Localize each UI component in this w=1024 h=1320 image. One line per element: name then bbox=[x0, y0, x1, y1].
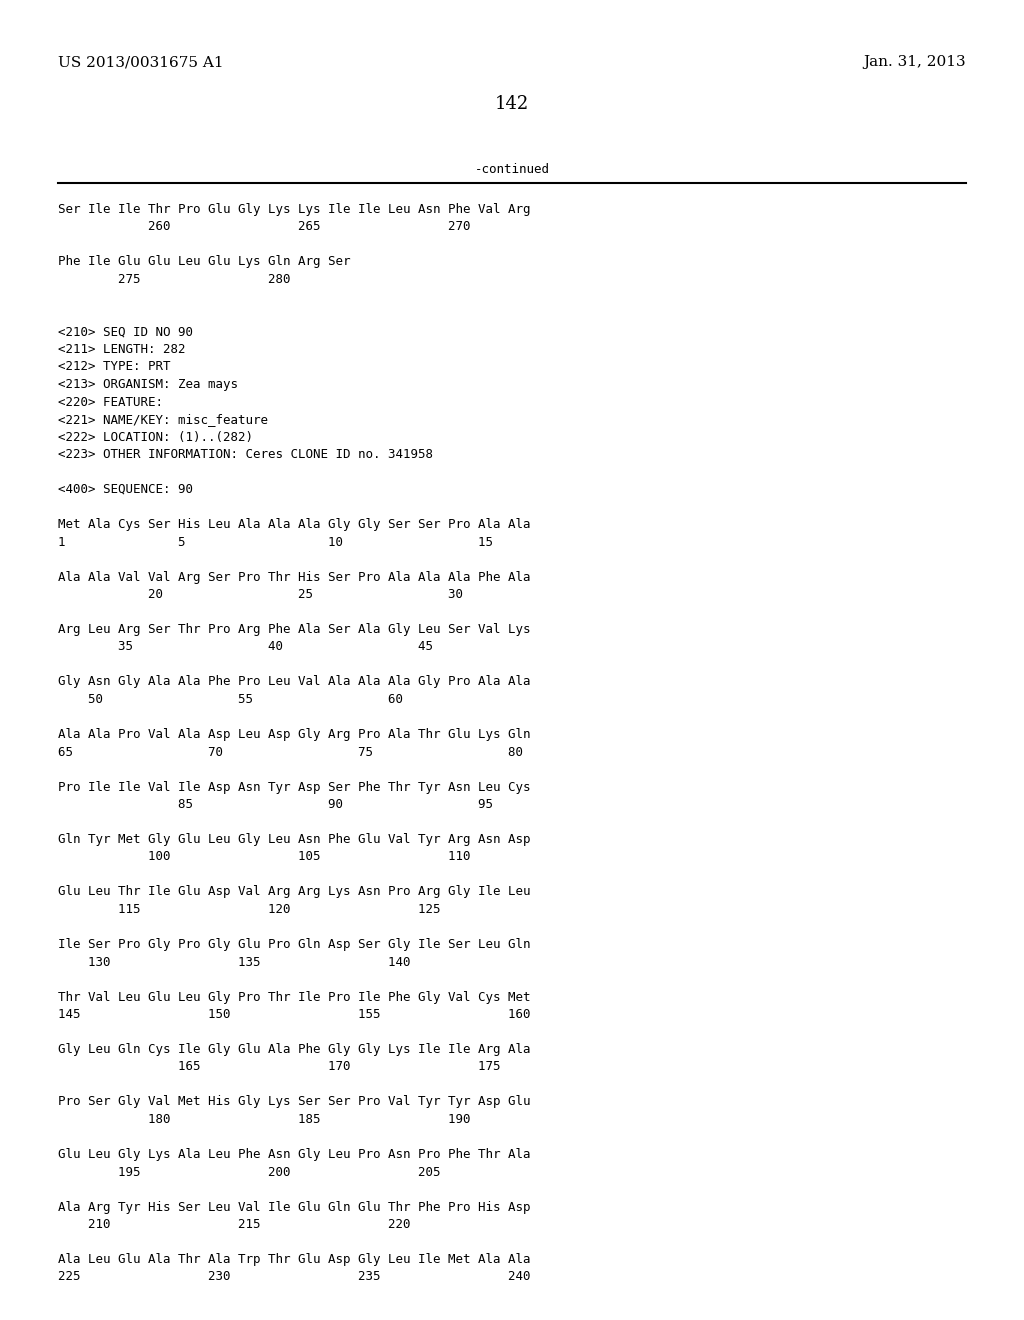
Text: 195                 200                 205: 195 200 205 bbox=[58, 1166, 440, 1179]
Text: Thr Val Leu Glu Leu Gly Pro Thr Ile Pro Ile Phe Gly Val Cys Met: Thr Val Leu Glu Leu Gly Pro Thr Ile Pro … bbox=[58, 990, 530, 1003]
Text: Ala Arg Tyr His Ser Leu Val Ile Glu Gln Glu Thr Phe Pro His Asp: Ala Arg Tyr His Ser Leu Val Ile Glu Gln … bbox=[58, 1200, 530, 1213]
Text: <213> ORGANISM: Zea mays: <213> ORGANISM: Zea mays bbox=[58, 378, 238, 391]
Text: Met Ala Cys Ser His Leu Ala Ala Ala Gly Gly Ser Ser Pro Ala Ala: Met Ala Cys Ser His Leu Ala Ala Ala Gly … bbox=[58, 517, 530, 531]
Text: Arg Leu Arg Ser Thr Pro Arg Phe Ala Ser Ala Gly Leu Ser Val Lys: Arg Leu Arg Ser Thr Pro Arg Phe Ala Ser … bbox=[58, 623, 530, 636]
Text: Ser Ile Ile Thr Pro Glu Gly Lys Lys Ile Ile Leu Asn Phe Val Arg: Ser Ile Ile Thr Pro Glu Gly Lys Lys Ile … bbox=[58, 203, 530, 216]
Text: <220> FEATURE:: <220> FEATURE: bbox=[58, 396, 163, 408]
Text: Ile Ser Pro Gly Pro Gly Glu Pro Gln Asp Ser Gly Ile Ser Leu Gln: Ile Ser Pro Gly Pro Gly Glu Pro Gln Asp … bbox=[58, 939, 530, 950]
Text: 65                  70                  75                  80: 65 70 75 80 bbox=[58, 746, 523, 759]
Text: 165                 170                 175: 165 170 175 bbox=[58, 1060, 501, 1073]
Text: <212> TYPE: PRT: <212> TYPE: PRT bbox=[58, 360, 171, 374]
Text: Gln Tyr Met Gly Glu Leu Gly Leu Asn Phe Glu Val Tyr Arg Asn Asp: Gln Tyr Met Gly Glu Leu Gly Leu Asn Phe … bbox=[58, 833, 530, 846]
Text: 260                 265                 270: 260 265 270 bbox=[58, 220, 470, 234]
Text: Pro Ile Ile Val Ile Asp Asn Tyr Asp Ser Phe Thr Tyr Asn Leu Cys: Pro Ile Ile Val Ile Asp Asn Tyr Asp Ser … bbox=[58, 780, 530, 793]
Text: <210> SEQ ID NO 90: <210> SEQ ID NO 90 bbox=[58, 326, 193, 338]
Text: -continued: -continued bbox=[474, 162, 550, 176]
Text: 210                 215                 220: 210 215 220 bbox=[58, 1218, 411, 1232]
Text: <400> SEQUENCE: 90: <400> SEQUENCE: 90 bbox=[58, 483, 193, 496]
Text: Ala Ala Val Val Arg Ser Pro Thr His Ser Pro Ala Ala Ala Phe Ala: Ala Ala Val Val Arg Ser Pro Thr His Ser … bbox=[58, 570, 530, 583]
Text: Phe Ile Glu Glu Leu Glu Lys Gln Arg Ser: Phe Ile Glu Glu Leu Glu Lys Gln Arg Ser bbox=[58, 256, 350, 268]
Text: 50                  55                  60: 50 55 60 bbox=[58, 693, 403, 706]
Text: 275                 280: 275 280 bbox=[58, 273, 291, 286]
Text: 100                 105                 110: 100 105 110 bbox=[58, 850, 470, 863]
Text: 142: 142 bbox=[495, 95, 529, 114]
Text: Pro Ser Gly Val Met His Gly Lys Ser Ser Pro Val Tyr Tyr Asp Glu: Pro Ser Gly Val Met His Gly Lys Ser Ser … bbox=[58, 1096, 530, 1109]
Text: Ala Leu Glu Ala Thr Ala Trp Thr Glu Asp Gly Leu Ile Met Ala Ala: Ala Leu Glu Ala Thr Ala Trp Thr Glu Asp … bbox=[58, 1253, 530, 1266]
Text: Glu Leu Gly Lys Ala Leu Phe Asn Gly Leu Pro Asn Pro Phe Thr Ala: Glu Leu Gly Lys Ala Leu Phe Asn Gly Leu … bbox=[58, 1148, 530, 1162]
Text: 35                  40                  45: 35 40 45 bbox=[58, 640, 433, 653]
Text: Gly Asn Gly Ala Ala Phe Pro Leu Val Ala Ala Ala Gly Pro Ala Ala: Gly Asn Gly Ala Ala Phe Pro Leu Val Ala … bbox=[58, 676, 530, 689]
Text: <211> LENGTH: 282: <211> LENGTH: 282 bbox=[58, 343, 185, 356]
Text: <223> OTHER INFORMATION: Ceres CLONE ID no. 341958: <223> OTHER INFORMATION: Ceres CLONE ID … bbox=[58, 447, 433, 461]
Text: 1               5                   10                  15: 1 5 10 15 bbox=[58, 536, 493, 549]
Text: 20                  25                  30: 20 25 30 bbox=[58, 587, 463, 601]
Text: Ala Ala Pro Val Ala Asp Leu Asp Gly Arg Pro Ala Thr Glu Lys Gln: Ala Ala Pro Val Ala Asp Leu Asp Gly Arg … bbox=[58, 729, 530, 741]
Text: Jan. 31, 2013: Jan. 31, 2013 bbox=[863, 55, 966, 69]
Text: 85                  90                  95: 85 90 95 bbox=[58, 799, 493, 810]
Text: 180                 185                 190: 180 185 190 bbox=[58, 1113, 470, 1126]
Text: 130                 135                 140: 130 135 140 bbox=[58, 956, 411, 969]
Text: 115                 120                 125: 115 120 125 bbox=[58, 903, 440, 916]
Text: <222> LOCATION: (1)..(282): <222> LOCATION: (1)..(282) bbox=[58, 430, 253, 444]
Text: Gly Leu Gln Cys Ile Gly Glu Ala Phe Gly Gly Lys Ile Ile Arg Ala: Gly Leu Gln Cys Ile Gly Glu Ala Phe Gly … bbox=[58, 1043, 530, 1056]
Text: Glu Leu Thr Ile Glu Asp Val Arg Arg Lys Asn Pro Arg Gly Ile Leu: Glu Leu Thr Ile Glu Asp Val Arg Arg Lys … bbox=[58, 886, 530, 899]
Text: <221> NAME/KEY: misc_feature: <221> NAME/KEY: misc_feature bbox=[58, 413, 268, 426]
Text: 145                 150                 155                 160: 145 150 155 160 bbox=[58, 1008, 530, 1020]
Text: 225                 230                 235                 240: 225 230 235 240 bbox=[58, 1270, 530, 1283]
Text: US 2013/0031675 A1: US 2013/0031675 A1 bbox=[58, 55, 223, 69]
